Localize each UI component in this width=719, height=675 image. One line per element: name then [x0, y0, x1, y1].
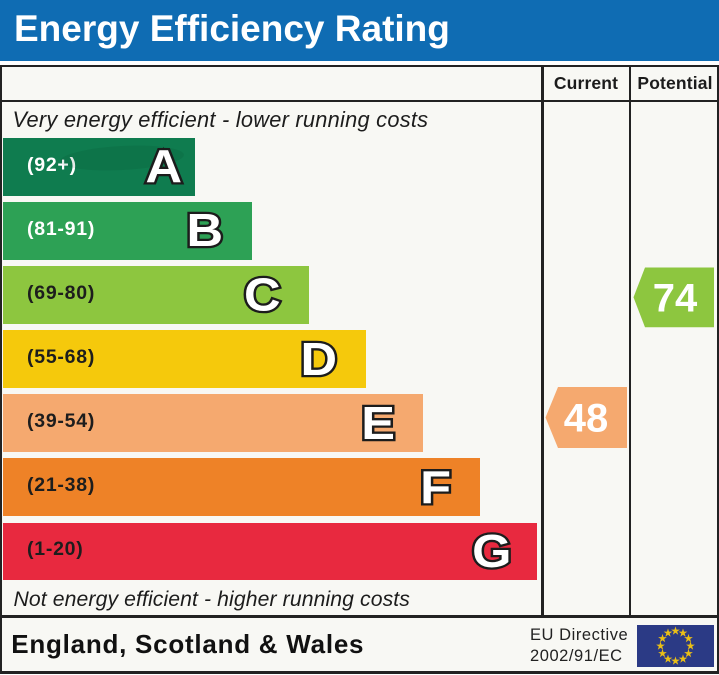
svg-text:G: G	[472, 526, 511, 577]
svg-text:48: 48	[564, 396, 609, 440]
svg-text:F: F	[420, 462, 451, 513]
svg-text:E: E	[361, 398, 395, 449]
svg-text:C: C	[244, 270, 281, 321]
svg-text:B: B	[186, 205, 223, 256]
svg-text:74: 74	[653, 276, 698, 320]
svg-text:A: A	[145, 141, 182, 192]
svg-text:D: D	[300, 334, 337, 385]
